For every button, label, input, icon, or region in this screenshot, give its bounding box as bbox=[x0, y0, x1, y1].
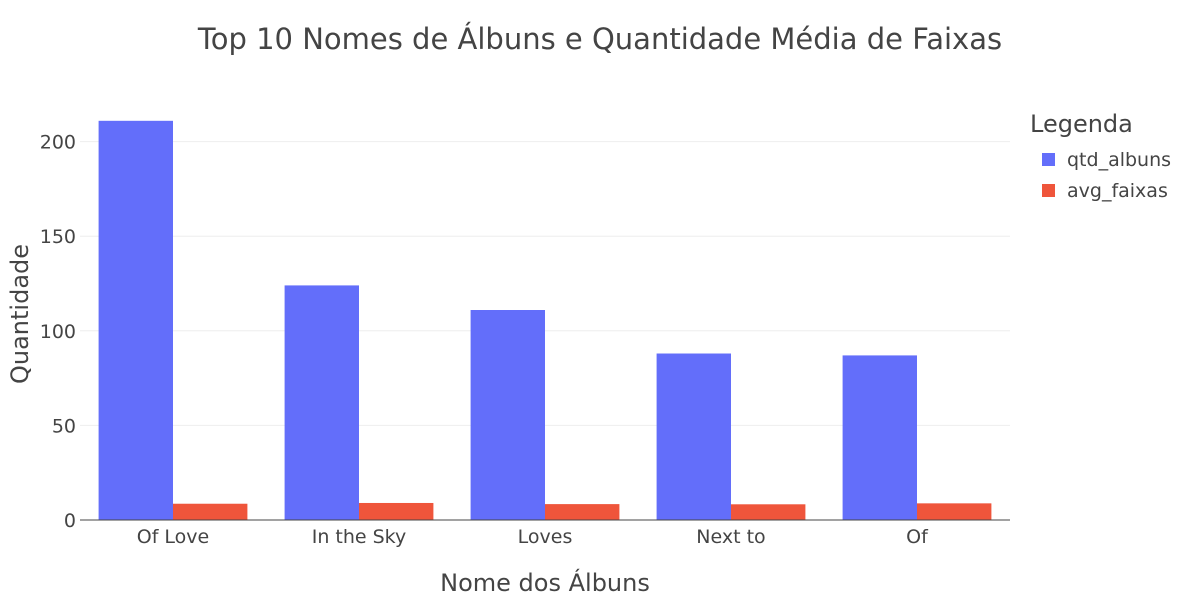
y-tick-label: 50 bbox=[52, 415, 76, 437]
bar-qtd-albuns bbox=[470, 310, 545, 520]
y-tick-label: 200 bbox=[40, 132, 76, 154]
legend-label: avg_faixas bbox=[1067, 179, 1168, 202]
legend-item-qtd-albuns[interactable]: qtd_albuns bbox=[1030, 144, 1171, 175]
x-axis-title: Nome dos Álbuns bbox=[440, 568, 650, 597]
bar-qtd-albuns bbox=[98, 120, 173, 520]
y-axis-title: Quantidade bbox=[6, 244, 34, 384]
legend-item-avg-faixas[interactable]: avg_faixas bbox=[1030, 175, 1171, 206]
x-tick-label: In the Sky bbox=[312, 526, 407, 548]
bar-qtd-albuns bbox=[284, 285, 359, 520]
legend-title: Legenda bbox=[1030, 110, 1133, 138]
y-tick-label: 100 bbox=[40, 321, 76, 343]
y-tick-label: 0 bbox=[64, 510, 76, 532]
legend-swatch bbox=[1042, 153, 1055, 166]
legend-label: qtd_albuns bbox=[1067, 148, 1172, 171]
bar-avg-faixas bbox=[359, 502, 434, 520]
chart-title: Top 10 Nomes de Álbuns e Quantidade Médi… bbox=[197, 22, 1003, 56]
x-tick-label: Of bbox=[906, 526, 929, 548]
bar-avg-faixas bbox=[173, 503, 248, 520]
x-tick-label: Loves bbox=[518, 526, 573, 548]
legend: Legenda qtd_albuns avg_faixas bbox=[1030, 110, 1171, 206]
bar-qtd-albuns bbox=[842, 355, 917, 520]
legend-swatch bbox=[1042, 184, 1055, 197]
bar-qtd-albuns bbox=[656, 353, 731, 520]
x-tick-label: Of Love bbox=[137, 526, 210, 548]
bar-avg-faixas bbox=[731, 504, 806, 520]
y-tick-label: 150 bbox=[40, 226, 76, 248]
bar-avg-faixas bbox=[545, 504, 620, 520]
bar-avg-faixas bbox=[917, 503, 992, 520]
x-tick-label: Next to bbox=[696, 526, 765, 548]
